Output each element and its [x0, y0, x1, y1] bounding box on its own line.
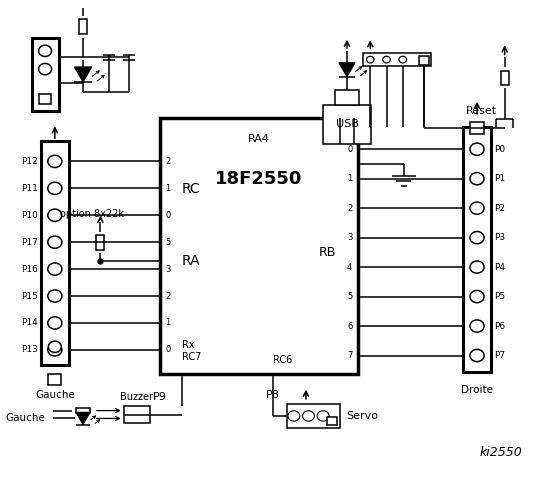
Circle shape	[470, 320, 484, 332]
Text: 2: 2	[165, 157, 171, 166]
Text: Gauche: Gauche	[35, 390, 75, 400]
Text: option 8x22k: option 8x22k	[60, 209, 124, 219]
Bar	[96, 235, 105, 250]
Text: P5: P5	[494, 292, 505, 301]
Circle shape	[39, 45, 51, 57]
Text: RA: RA	[181, 254, 200, 268]
Text: P3: P3	[494, 233, 505, 242]
Text: 1: 1	[165, 184, 171, 193]
Circle shape	[470, 202, 484, 214]
Text: P10: P10	[20, 211, 38, 220]
Text: 5: 5	[347, 292, 352, 301]
Circle shape	[48, 236, 62, 248]
Circle shape	[470, 290, 484, 303]
Bar	[501, 71, 509, 85]
Text: USB: USB	[336, 120, 358, 129]
Bar	[160, 118, 358, 374]
Text: 3: 3	[347, 233, 352, 242]
Circle shape	[302, 411, 315, 421]
Text: 4: 4	[347, 263, 352, 272]
Text: ki2550: ki2550	[480, 446, 523, 459]
Circle shape	[48, 156, 62, 168]
Circle shape	[288, 411, 300, 421]
Bar	[124, 406, 150, 423]
Circle shape	[399, 56, 406, 63]
Text: 0: 0	[165, 345, 171, 354]
Text: P4: P4	[494, 263, 505, 272]
Text: RB: RB	[319, 246, 336, 259]
Circle shape	[48, 290, 62, 302]
Circle shape	[383, 56, 390, 63]
Text: 1: 1	[347, 174, 352, 183]
Text: RC6: RC6	[273, 355, 292, 365]
Text: P17: P17	[20, 238, 38, 247]
Polygon shape	[74, 67, 92, 82]
Text: P15: P15	[20, 291, 38, 300]
Text: 0: 0	[347, 144, 352, 154]
Text: RC: RC	[181, 182, 200, 196]
Text: 6: 6	[347, 322, 352, 331]
Circle shape	[470, 173, 484, 185]
Bar	[463, 127, 491, 372]
Bar	[79, 19, 87, 35]
Circle shape	[470, 261, 484, 273]
Text: 0: 0	[165, 211, 171, 220]
Text: P8: P8	[266, 390, 280, 400]
Bar	[41, 141, 69, 365]
Text: Rx: Rx	[181, 339, 194, 349]
Circle shape	[367, 56, 374, 63]
Bar	[470, 122, 484, 134]
Text: 1: 1	[165, 318, 171, 327]
Circle shape	[48, 344, 62, 356]
Circle shape	[470, 231, 484, 244]
Text: 2: 2	[165, 291, 171, 300]
Text: P14: P14	[21, 318, 38, 327]
Polygon shape	[339, 63, 355, 77]
Circle shape	[39, 63, 51, 75]
Text: 5: 5	[165, 238, 171, 247]
Circle shape	[48, 263, 62, 275]
Bar	[335, 90, 359, 105]
Text: RA4: RA4	[248, 134, 270, 144]
Circle shape	[317, 411, 329, 421]
Text: Droite: Droite	[461, 384, 493, 395]
Text: P16: P16	[20, 264, 38, 274]
Bar	[76, 408, 90, 413]
Bar	[48, 373, 61, 385]
Bar	[419, 56, 429, 64]
Text: Buzzer: Buzzer	[120, 392, 153, 402]
Bar	[322, 105, 371, 144]
Text: P9: P9	[153, 392, 166, 402]
Bar	[327, 417, 337, 425]
Text: Reset: Reset	[466, 106, 497, 116]
Bar	[39, 94, 51, 104]
Circle shape	[470, 143, 484, 156]
Text: P0: P0	[494, 144, 505, 154]
Text: Gauche: Gauche	[5, 413, 45, 423]
Circle shape	[48, 182, 62, 194]
Circle shape	[48, 317, 62, 329]
Text: 7: 7	[347, 351, 352, 360]
Text: P12: P12	[21, 157, 38, 166]
Bar	[363, 53, 431, 66]
Text: P7: P7	[494, 351, 505, 360]
Text: 18F2550: 18F2550	[215, 170, 302, 188]
Text: 2: 2	[347, 204, 352, 213]
Text: P13: P13	[20, 345, 38, 354]
Text: RC7: RC7	[181, 352, 201, 362]
Polygon shape	[76, 412, 90, 425]
Text: P2: P2	[494, 204, 505, 213]
Circle shape	[48, 209, 62, 221]
Text: P1: P1	[494, 174, 505, 183]
Text: P11: P11	[20, 184, 38, 193]
Text: 3: 3	[165, 264, 171, 274]
Text: Servo: Servo	[346, 411, 378, 421]
Circle shape	[48, 341, 61, 352]
Bar	[288, 404, 341, 428]
Text: P6: P6	[494, 322, 505, 331]
Bar	[32, 38, 59, 110]
Circle shape	[470, 349, 484, 361]
